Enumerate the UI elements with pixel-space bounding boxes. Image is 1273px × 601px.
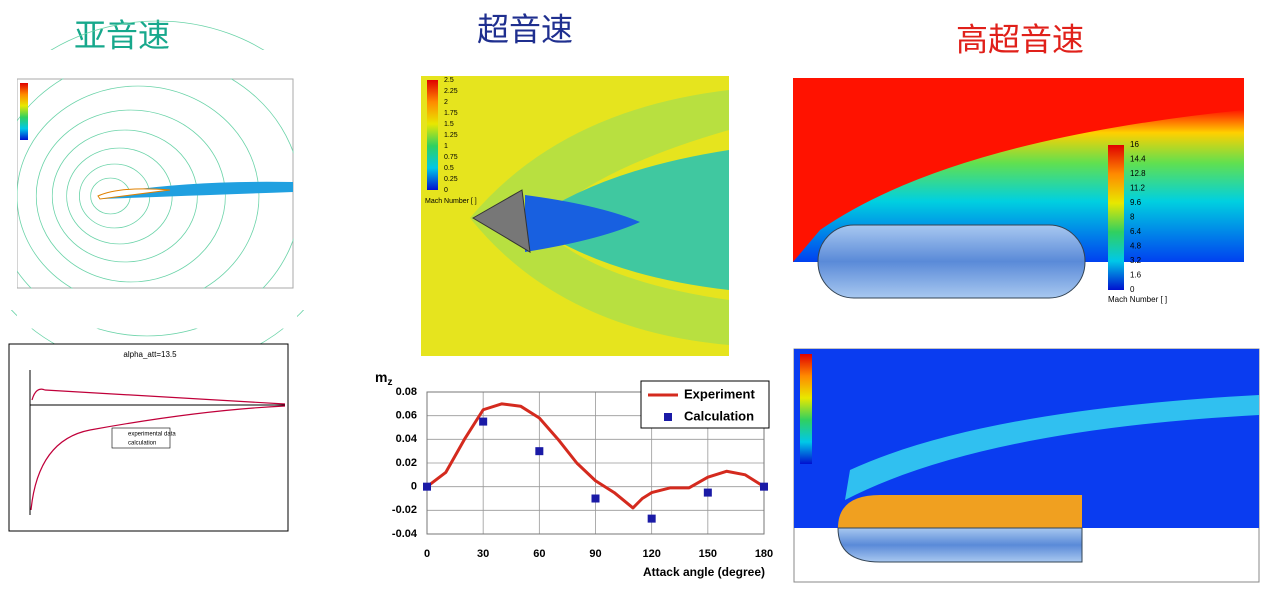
colorbar-label: 0.25: [444, 176, 458, 183]
bow-shock: [793, 110, 1244, 262]
colorbar-label: 1.5: [444, 121, 454, 128]
colorbar: [20, 83, 28, 140]
x-tick-label: 120: [642, 548, 660, 560]
plot-frame: [426, 391, 765, 535]
y-tick-label: 0.02: [396, 457, 417, 469]
colorbar-label: 9.6: [1130, 198, 1142, 207]
y-axis-label: m: [375, 369, 387, 385]
curve: [31, 388, 286, 405]
series-marker: [535, 447, 544, 456]
x-tick-label: 90: [589, 548, 601, 560]
colorbar-title: Mach Number [ ]: [1108, 295, 1167, 304]
series-marker: [479, 417, 488, 426]
series-marker: [760, 482, 768, 491]
legend-swatch: [664, 413, 672, 421]
colorbar-label: 2: [444, 99, 448, 106]
colorbar-label: 1.25: [444, 132, 458, 139]
colorbar-label: 8: [1130, 213, 1135, 222]
legend-label: experimental data: [128, 432, 176, 438]
colorbar-label: 2.5: [444, 77, 454, 84]
legend-box: [111, 427, 171, 449]
colorbar: [427, 80, 438, 190]
y-tick-label: 0.08: [396, 386, 417, 398]
x-tick-label: 0: [424, 548, 430, 560]
colorbar-label: 12.8: [1130, 169, 1146, 178]
colorbar-label: 1.75: [444, 110, 458, 117]
colorbar-title: Mach Number [ ]: [425, 198, 477, 205]
legend-box: [640, 380, 770, 429]
colorbar-label: 0.5: [444, 165, 454, 172]
colorbar-label: 3.2: [1130, 256, 1142, 265]
series-line: [426, 402, 765, 510]
colorbar: [1108, 145, 1124, 290]
colorbar-label: 6.4: [1130, 227, 1142, 236]
colorbar-label: 16: [1130, 140, 1139, 149]
x-tick-label: 60: [533, 548, 545, 560]
x-axis-label: Attack angle (degree): [643, 565, 765, 579]
body: [817, 224, 1086, 299]
legend-label: Calculation: [684, 408, 754, 423]
y-axis-label: mz: [375, 369, 392, 388]
y-tick-label: -0.04: [392, 528, 418, 540]
colorbar-label: 11.2: [1130, 184, 1146, 193]
airfoil: [97, 188, 171, 200]
wake: [525, 195, 640, 252]
series-marker: [703, 488, 712, 497]
legend-label: Experiment: [684, 386, 755, 401]
heading: 高超音速: [956, 21, 1084, 59]
contour: [52, 130, 197, 262]
colorbar-label: 4.8: [1130, 242, 1142, 251]
plot-title: alpha_att=13.5: [123, 350, 177, 359]
mask: [293, 60, 394, 310]
series-marker: [647, 514, 656, 523]
contour: [36, 110, 225, 282]
colorbar: [800, 354, 812, 464]
colorbar-label: 1.6: [1130, 271, 1142, 280]
mask: [17, 50, 297, 79]
y-tick-label: -0.02: [392, 504, 417, 516]
heading: 亚音速: [74, 17, 170, 55]
x-tick-label: 150: [699, 548, 717, 560]
curve: [30, 405, 286, 511]
y-tick-label: 0.06: [396, 410, 417, 422]
shock: [845, 395, 1259, 500]
wake: [100, 181, 293, 199]
legend-label: calculation: [128, 441, 156, 447]
colorbar-label: 14.4: [1130, 155, 1146, 164]
colorbar-label: 1: [444, 143, 448, 150]
x-tick-label: 180: [755, 548, 773, 560]
body: [837, 527, 1083, 563]
colorbar-label: 0: [1130, 285, 1135, 294]
y-tick-label: 0: [411, 481, 417, 493]
colorbar-label: 2.25: [444, 88, 458, 95]
y-tick-label: 0.04: [396, 433, 418, 445]
mask: [0, 60, 17, 310]
colorbar-label: 0.75: [444, 154, 458, 161]
y-axis-label: z: [387, 377, 392, 388]
series-marker: [591, 494, 600, 503]
x-tick-label: 30: [477, 548, 489, 560]
heading: 超音速: [477, 11, 573, 49]
hot-layer: [838, 495, 1082, 528]
cone: [472, 189, 531, 253]
colorbar-label: 0: [444, 187, 448, 194]
mask: [17, 288, 297, 329]
series-marker: [423, 482, 431, 491]
